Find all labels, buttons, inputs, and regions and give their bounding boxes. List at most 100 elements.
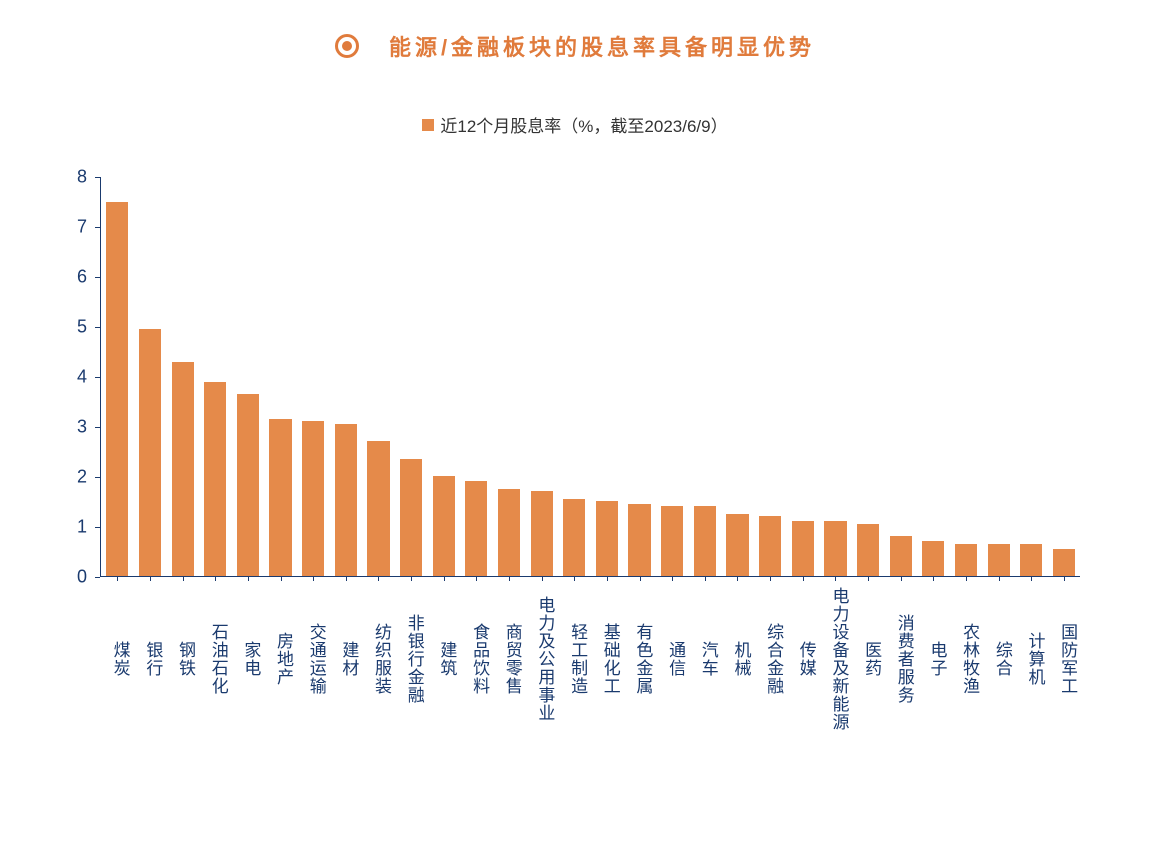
bar-slot xyxy=(427,177,460,576)
bar-slot xyxy=(297,177,330,576)
legend-label: 近12个月股息率（%，截至2023/6/9） xyxy=(440,112,727,137)
x-tick-mark xyxy=(1064,576,1065,581)
chart-title: 能源/金融板块的股息率具备明显优势 xyxy=(389,30,815,62)
x-axis-label: 综合 xyxy=(982,587,1015,731)
x-axis-label: 建材 xyxy=(329,587,362,731)
x-axis-label: 银行 xyxy=(133,587,166,731)
y-tick-label: 7 xyxy=(52,217,87,238)
x-tick-mark xyxy=(901,576,902,581)
x-tick-mark xyxy=(444,576,445,581)
y-tick-label: 3 xyxy=(52,417,87,438)
bar-slot xyxy=(264,177,297,576)
y-tick-label: 8 xyxy=(52,167,87,188)
x-tick-mark xyxy=(346,576,347,581)
y-tick-mark xyxy=(95,577,100,578)
x-axis-label: 纺织服装 xyxy=(361,587,394,731)
bar-slot xyxy=(656,177,689,576)
x-axis-label: 食品饮料 xyxy=(459,587,492,731)
bar-slot xyxy=(852,177,885,576)
bar xyxy=(759,516,781,576)
bar xyxy=(139,329,161,576)
x-axis-label: 综合金融 xyxy=(753,587,786,731)
x-axis-label: 商贸零售 xyxy=(492,587,525,731)
bar-slot xyxy=(493,177,526,576)
x-axis-label: 石油石化 xyxy=(198,587,231,731)
x-axis-label: 轻工制造 xyxy=(557,587,590,731)
bar-slot xyxy=(786,177,819,576)
x-axis-label: 计算机 xyxy=(1015,587,1048,731)
bullet-icon xyxy=(335,34,359,58)
x-tick-mark xyxy=(411,576,412,581)
bar-slot xyxy=(754,177,787,576)
x-axis-label: 国防军工 xyxy=(1047,587,1080,731)
x-axis-label: 电力及公用事业 xyxy=(525,587,558,731)
x-axis-label: 医药 xyxy=(851,587,884,731)
x-tick-mark xyxy=(607,576,608,581)
x-axis-label: 煤炭 xyxy=(100,587,133,731)
x-tick-mark xyxy=(933,576,934,581)
y-tick-label: 5 xyxy=(52,317,87,338)
bar xyxy=(661,506,683,576)
x-tick-mark xyxy=(248,576,249,581)
x-tick-mark xyxy=(509,576,510,581)
bar-slot xyxy=(395,177,428,576)
x-tick-mark xyxy=(770,576,771,581)
bar xyxy=(335,424,357,576)
x-tick-mark xyxy=(672,576,673,581)
bar-slot xyxy=(362,177,395,576)
bar-slot xyxy=(199,177,232,576)
x-axis-label: 有色金属 xyxy=(623,587,656,731)
bar-slot xyxy=(591,177,624,576)
bar xyxy=(237,394,259,576)
bar-slot xyxy=(558,177,591,576)
x-tick-mark xyxy=(183,576,184,581)
x-tick-mark xyxy=(640,576,641,581)
y-tick-label: 1 xyxy=(52,517,87,538)
x-tick-mark xyxy=(705,576,706,581)
bar-slot xyxy=(1048,177,1081,576)
bar xyxy=(988,544,1010,576)
bar xyxy=(857,524,879,576)
bar xyxy=(433,476,455,576)
bar-slot xyxy=(917,177,950,576)
bar-slot xyxy=(525,177,558,576)
bar xyxy=(955,544,977,576)
bar xyxy=(269,419,291,576)
x-tick-mark xyxy=(835,576,836,581)
x-axis-label: 基础化工 xyxy=(590,587,623,731)
bar-slot xyxy=(721,177,754,576)
x-tick-mark xyxy=(966,576,967,581)
bars-area xyxy=(100,177,1080,577)
bar-slot xyxy=(623,177,656,576)
bar xyxy=(628,504,650,576)
x-tick-mark xyxy=(150,576,151,581)
bar xyxy=(302,421,324,576)
bar xyxy=(694,506,716,576)
bar-slot xyxy=(329,177,362,576)
bar-slot xyxy=(950,177,983,576)
x-tick-mark xyxy=(281,576,282,581)
x-axis-label: 家电 xyxy=(231,587,264,731)
x-tick-mark xyxy=(803,576,804,581)
bar-slot xyxy=(134,177,167,576)
bar xyxy=(1053,549,1075,576)
bar-slot xyxy=(232,177,265,576)
x-tick-mark xyxy=(999,576,1000,581)
bar-slot xyxy=(884,177,917,576)
y-tick-label: 2 xyxy=(52,467,87,488)
x-tick-mark xyxy=(378,576,379,581)
x-axis-label: 消费者服务 xyxy=(884,587,917,731)
x-tick-mark xyxy=(542,576,543,581)
x-tick-mark xyxy=(313,576,314,581)
legend: 近12个月股息率（%，截至2023/6/9） xyxy=(50,112,1100,137)
bar xyxy=(1020,544,1042,576)
x-axis-label: 建筑 xyxy=(427,587,460,731)
bar xyxy=(563,499,585,576)
bar xyxy=(792,521,814,576)
x-axis-label: 传媒 xyxy=(786,587,819,731)
bar-slot xyxy=(689,177,722,576)
chart-container: 能源/金融板块的股息率具备明显优势 近12个月股息率（%，截至2023/6/9）… xyxy=(50,30,1100,731)
bar xyxy=(922,541,944,576)
bar xyxy=(465,481,487,576)
bar-slot xyxy=(101,177,134,576)
